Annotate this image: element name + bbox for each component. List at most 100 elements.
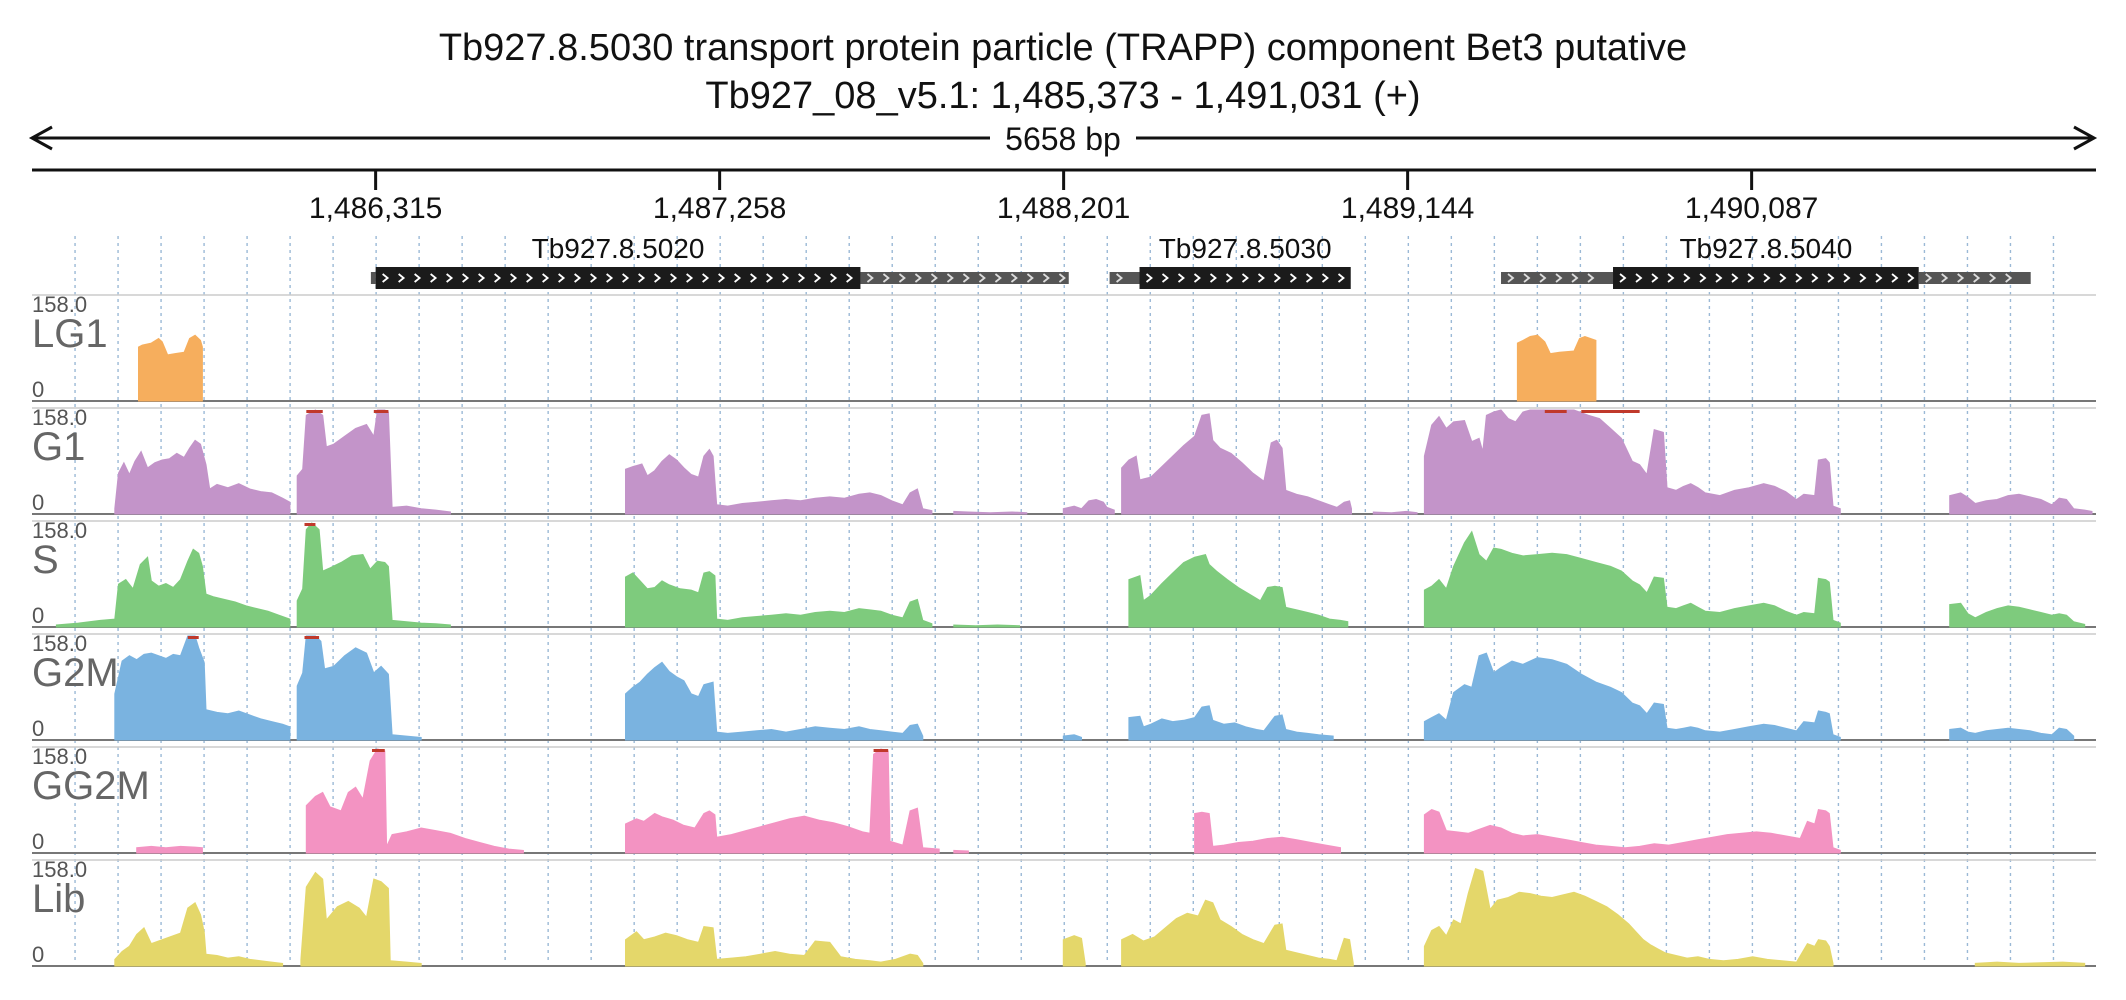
- coverage-area: [305, 748, 524, 854]
- strand-arrow-icon: [1241, 273, 1249, 283]
- strand-arrow-icon: [1941, 273, 1949, 283]
- coverage-track-lg1[interactable]: 158.0 0 LG1: [32, 292, 2096, 402]
- coverage-track-lib[interactable]: 158.0 0 Lib: [32, 857, 2096, 967]
- coverage-area: [114, 635, 291, 741]
- strand-arrow-icon: [1193, 273, 1201, 283]
- coverage-track-gg2m[interactable]: 158.0 0 GG2M: [32, 744, 2096, 854]
- coverage-area: [296, 522, 451, 628]
- gene-name-label: Tb927.8.5040: [1679, 233, 1852, 264]
- track-scale-max: 158.0: [32, 405, 87, 430]
- coverage-area: [953, 624, 1020, 628]
- strand-arrow-icon: [1337, 273, 1345, 283]
- coverage-track-s[interactable]: 158.0 0 S: [32, 518, 2096, 628]
- coverage-area: [55, 548, 291, 628]
- strand-arrow-icon: [1683, 273, 1691, 283]
- strand-arrow-icon: [654, 273, 662, 283]
- coverage-area: [296, 635, 422, 741]
- coverage-area: [300, 871, 422, 967]
- strand-arrow-icon: [622, 273, 630, 283]
- region-subtitle: Tb927_08_v5.1: 1,485,373 - 1,491,031 (+): [705, 75, 1420, 117]
- strand-arrow-icon: [978, 273, 986, 283]
- coverage-area: [1121, 413, 1352, 515]
- coverage-area: [953, 510, 1028, 515]
- clip-marker: [187, 636, 199, 639]
- coverage-area: [1423, 809, 1841, 854]
- track-scale-min: 0: [32, 716, 44, 741]
- coverage-area: [1949, 602, 2086, 628]
- strand-arrow-icon: [638, 273, 646, 283]
- strand-arrow-icon: [1539, 273, 1547, 283]
- strand-arrow-icon: [574, 273, 582, 283]
- strand-arrow-icon: [1209, 273, 1217, 283]
- strand-arrow-icon: [494, 273, 502, 283]
- strand-arrow-icon: [1257, 273, 1265, 283]
- span-right-arrow-icon: [2073, 125, 2098, 151]
- strand-arrow-icon: [686, 273, 694, 283]
- span-indicator: 5658 bp: [28, 121, 2098, 157]
- position-gridlines: [74, 236, 2055, 962]
- coverage-area: [1121, 899, 1354, 967]
- strand-arrow-icon: [882, 273, 890, 283]
- strand-arrow-icon: [702, 273, 710, 283]
- strand-arrow-icon: [446, 273, 454, 283]
- coverage-track-g2m[interactable]: 158.0 0 G2M: [32, 631, 2096, 741]
- strand-arrow-icon: [1843, 273, 1851, 283]
- gene-model[interactable]: Tb927.8.5040: [1501, 233, 2031, 289]
- gene-cds: [375, 267, 861, 289]
- strand-arrow-icon: [1619, 273, 1627, 283]
- strand-arrow-icon: [734, 273, 742, 283]
- strand-arrow-icon: [914, 273, 922, 283]
- gene-utr: [1109, 272, 1140, 284]
- ruler-tick-label: 1,486,315: [309, 192, 442, 225]
- strand-arrow-icon: [1795, 273, 1803, 283]
- strand-arrow-icon: [1859, 273, 1867, 283]
- coverage-area: [625, 661, 924, 741]
- clip-marker: [304, 636, 320, 639]
- clip-marker: [371, 749, 385, 752]
- coverage-area: [1372, 510, 1418, 515]
- strand-arrow-icon: [1907, 273, 1915, 283]
- track-name-label: G1: [32, 425, 85, 469]
- track-scale-max: 158.0: [32, 518, 87, 543]
- coverage-area: [1974, 961, 2086, 967]
- track-scale-min: 0: [32, 942, 44, 967]
- strand-arrow-icon: [830, 273, 838, 283]
- strand-arrow-icon: [798, 273, 806, 283]
- strand-arrow-icon: [1587, 273, 1595, 283]
- strand-arrow-icon: [2005, 273, 2013, 283]
- track-name-label: G2M: [32, 651, 119, 695]
- track-scale-max: 158.0: [32, 744, 87, 769]
- strand-arrow-icon: [1571, 273, 1579, 283]
- strand-arrow-icon: [1161, 273, 1169, 283]
- coverage-area: [1128, 705, 1334, 741]
- track-scale-max: 158.0: [32, 292, 87, 317]
- strand-arrow-icon: [782, 273, 790, 283]
- coverage-area: [1423, 652, 1841, 741]
- strand-arrow-icon: [590, 273, 598, 283]
- gene-model[interactable]: Tb927.8.5030: [1109, 233, 1351, 289]
- coverage-tracks: 158.00LG1158.00G1158.00S158.00G2M158.00G…: [32, 292, 2096, 967]
- coverage-area: [625, 925, 924, 967]
- strand-arrow-icon: [1667, 273, 1675, 283]
- gene-name-label: Tb927.8.5020: [532, 233, 705, 264]
- clip-marker: [873, 749, 889, 752]
- track-name-label: Lib: [32, 877, 85, 921]
- strand-arrow-icon: [542, 273, 550, 283]
- strand-arrow-icon: [478, 273, 486, 283]
- coverage-area: [1194, 811, 1341, 854]
- gene-models-track: Tb927.8.5020 Tb927.8.5030 Tb927.8.5040: [370, 233, 2031, 289]
- ruler-tick-label: 1,489,144: [1341, 192, 1474, 225]
- track-name-label: LG1: [32, 312, 108, 356]
- gene-model[interactable]: Tb927.8.5020: [370, 233, 1069, 289]
- gene-cds: [1613, 267, 1919, 289]
- coverage-track-g1[interactable]: 158.0 0 G1: [32, 405, 2096, 515]
- coverage-area: [136, 845, 203, 854]
- gene-cds: [1139, 267, 1351, 289]
- gene-utr: [370, 272, 376, 284]
- strand-arrow-icon: [1891, 273, 1899, 283]
- coordinate-ruler: 1,486,315 1,487,258 1,488,201 1,489,144 1,49…: [32, 168, 2096, 225]
- coverage-area: [1062, 935, 1086, 967]
- clip-marker: [373, 410, 389, 413]
- strand-arrow-icon: [606, 273, 614, 283]
- gene-utr: [1501, 272, 1614, 284]
